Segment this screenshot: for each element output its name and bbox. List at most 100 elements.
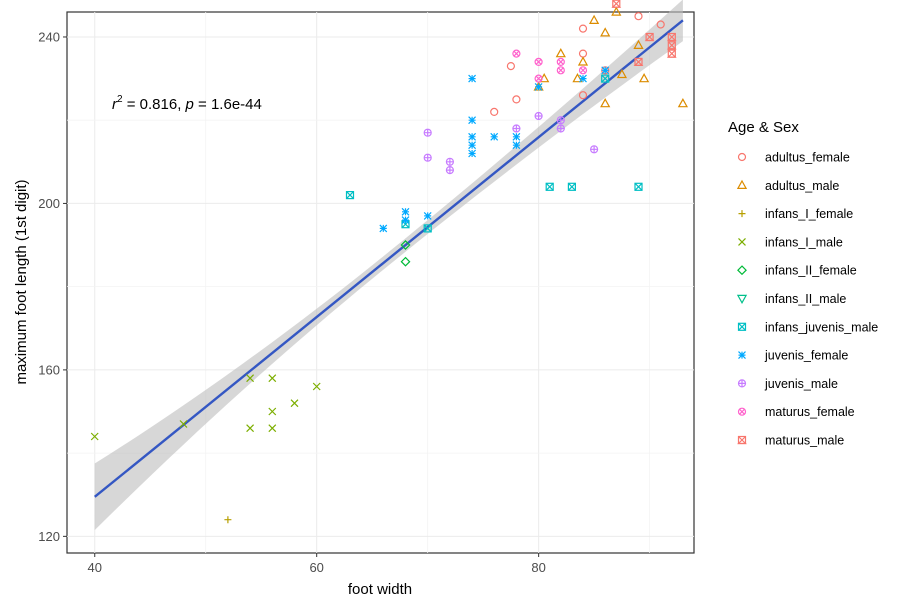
legend-label: infans_I_male [765,235,843,249]
legend-label: infans_II_female [765,264,857,278]
legend-label: juvenis_male [764,377,838,391]
data-point-infans-i-male [179,420,188,428]
p-value: = 1.6e-44 [194,96,262,113]
data-point-juvenis-female [512,132,521,141]
data-point-juvenis-female [534,82,543,91]
data-point-juvenis-female [512,141,521,150]
data-point-adultus-male [555,48,566,58]
data-point-juvenis-female [468,116,477,125]
data-point-juvenis-male [423,153,432,162]
legend-item: adultus_female [737,151,850,165]
p-symbol: p [185,96,194,113]
data-point-adultus-female [490,107,499,117]
r-value: = 0.816, [123,96,186,113]
data-point-maturus-female [512,49,521,58]
data-point-juvenis-male [423,128,432,137]
legend-key-icon [737,379,747,388]
data-point-adultus-male [600,27,611,37]
legend-label: maturus_female [765,405,855,419]
data-point-juvenis-female [468,149,477,158]
data-point-maturus-female [556,57,565,67]
data-point-juvenis-male [512,124,521,133]
data-point-adultus-female [578,24,588,33]
legend-label: infans_juvenis_male [765,320,878,334]
legend-key-icon [736,179,748,190]
data-point-juvenis-female [423,211,432,220]
x-tick-label: 80 [531,560,545,575]
data-point-maturus-female [534,74,543,83]
data-point-infans-i-male [246,424,255,433]
data-point-infans-i-male [246,374,255,383]
x-axis-ticks: 40 60 80 [88,553,546,575]
legend-title: Age & Sex [728,119,799,136]
data-point-infans-i-male [290,399,299,408]
data-point-adultus-male [600,98,611,108]
legend-key-icon [737,152,747,162]
data-point-maturus-female [578,66,588,75]
data-point-infans-juvenis-male [601,74,610,83]
data-point-adultus-male [616,68,628,79]
data-point-adultus-male [588,14,600,24]
legend-item: infans_juvenis_male [737,320,878,334]
data-point-juvenis-female [468,74,477,83]
data-point-infans-ii-female [400,240,411,250]
data-point-adultus-female [656,20,665,29]
x-tick-label: 40 [88,560,102,575]
data-point-infans-juvenis-male [634,182,643,191]
regression-line [93,19,684,498]
data-point-maturus-female [556,66,565,75]
data-point-adultus-male [611,6,622,16]
legend-key-icon [738,210,746,218]
legend-item: infans_II_male [736,292,846,306]
data-point-infans-i-male [268,407,277,416]
data-point-adultus-male [577,56,589,66]
data-point-juvenis-male [445,157,454,166]
data-point-infans-ii-female [400,256,411,267]
data-point-adultus-male [677,98,689,108]
legend-key-icon [737,435,747,445]
legend-label: adultus_male [765,179,839,193]
legend-item: infans_II_female [737,264,857,278]
data-point-juvenis-female [401,207,410,216]
data-point-infans-i-male [268,374,277,383]
legend-item: infans_I_male [738,235,843,249]
data-points [90,0,689,524]
legend-key-icon [736,294,748,305]
data-point-adultus-female [506,61,515,71]
y-axis-ticks: 120 160 200 240 [38,29,67,544]
data-point-juvenis-male [534,111,543,121]
data-point-adultus-female [578,91,588,100]
data-point-maturus-male [611,0,622,8]
data-point-maturus-male [666,49,677,58]
data-point-juvenis-male [445,166,454,175]
data-point-juvenis-female [601,66,610,75]
data-point-infans-i-male [90,432,99,441]
legend-key-icon [737,322,747,331]
legend-item: maturus_female [737,405,855,419]
data-point-juvenis-male [556,124,565,133]
data-point-infans-i-male [312,382,321,391]
data-point-adultus-female [634,12,643,21]
legend-label: infans_I_female [765,207,853,221]
legend-key-icon [737,265,747,276]
legend-item: adultus_male [736,179,839,193]
r-symbol: r [112,96,118,113]
y-tick-label: 160 [38,362,60,377]
data-point-maturus-female [534,57,543,67]
x-axis-title: foot width [348,581,412,598]
legend-key-icon [738,351,746,360]
y-axis-title: maximum foot length (1st digit) [13,179,30,384]
data-point-maturus-male [666,41,677,50]
data-point-adultus-male [572,73,583,83]
data-point-juvenis-male [556,116,565,125]
data-point-juvenis-female [468,141,477,150]
data-point-juvenis-male [589,145,599,154]
confidence-band-area [94,0,683,531]
y-tick-label: 240 [38,29,60,44]
legend-label: juvenis_female [764,349,848,363]
x-tick-label: 60 [309,560,323,575]
data-point-infans-juvenis-male [567,182,577,191]
confidence-band [94,0,683,531]
stat-annotation: r2 = 0.816, p = 1.6e-44 [112,94,262,113]
